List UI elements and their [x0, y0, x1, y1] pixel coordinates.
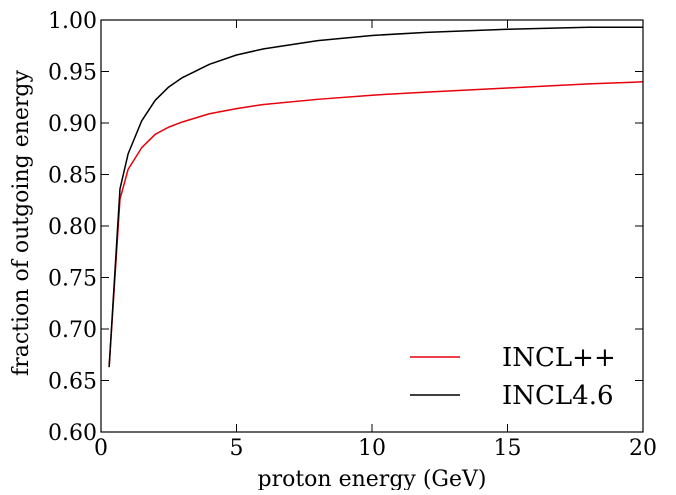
- y-axis-label: fraction of outgoing energy: [9, 70, 34, 376]
- y-tick-label: 0.60: [48, 421, 97, 446]
- y-tick-label: 0.75: [48, 267, 97, 292]
- legend-label-1: INCL++: [502, 343, 616, 373]
- x-tick-label: 5: [230, 436, 244, 461]
- x-tick-label: 10: [358, 436, 386, 461]
- y-tick-label: 0.95: [48, 61, 97, 86]
- axes-layer: 0 5 10 15 20 0.60 0.65 0.70 0.75 0.80 0.85 0.90 0.95…: [48, 9, 657, 461]
- series-line-2: [108, 26, 643, 368]
- series-line-1: [108, 81, 644, 368]
- y-tick-label: 1.00: [48, 9, 97, 34]
- legend-label-2: INCL4.6: [502, 381, 614, 411]
- x-tick-label: 0: [94, 436, 108, 461]
- x-tick-label: 20: [629, 436, 657, 461]
- x-tick-label: 15: [494, 436, 522, 461]
- x-axis-label: proton energy (GeV): [258, 467, 487, 490]
- y-tick-label: 0.65: [48, 370, 97, 395]
- y-tick-label: 0.70: [48, 318, 97, 343]
- legend: INCL++ INCL4.6: [410, 343, 616, 411]
- y-tick-label: 0.85: [48, 164, 97, 189]
- series-layer: [108, 26, 644, 368]
- y-tick-label: 0.90: [48, 112, 97, 137]
- y-tick-label: 0.80: [48, 215, 97, 240]
